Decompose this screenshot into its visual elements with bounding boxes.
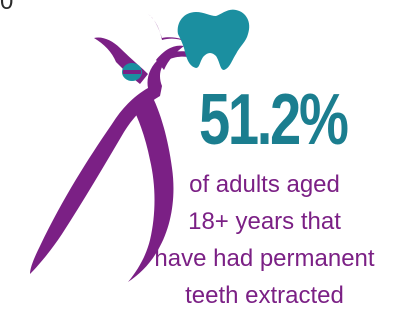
statistic-caption: of adults aged 18+ years that have had p… bbox=[110, 166, 419, 314]
caption-line: teeth extracted bbox=[185, 282, 344, 309]
cropped-text-fragment: 0 bbox=[0, 0, 14, 15]
dental-forceps-icon bbox=[30, 14, 196, 282]
tooth-icon bbox=[177, 9, 250, 70]
caption-line: of adults aged bbox=[189, 171, 340, 198]
statistic-value: 51.2% bbox=[199, 80, 349, 160]
caption-line: have had permanent bbox=[154, 245, 375, 272]
caption-line: 18+ years that bbox=[188, 208, 341, 235]
